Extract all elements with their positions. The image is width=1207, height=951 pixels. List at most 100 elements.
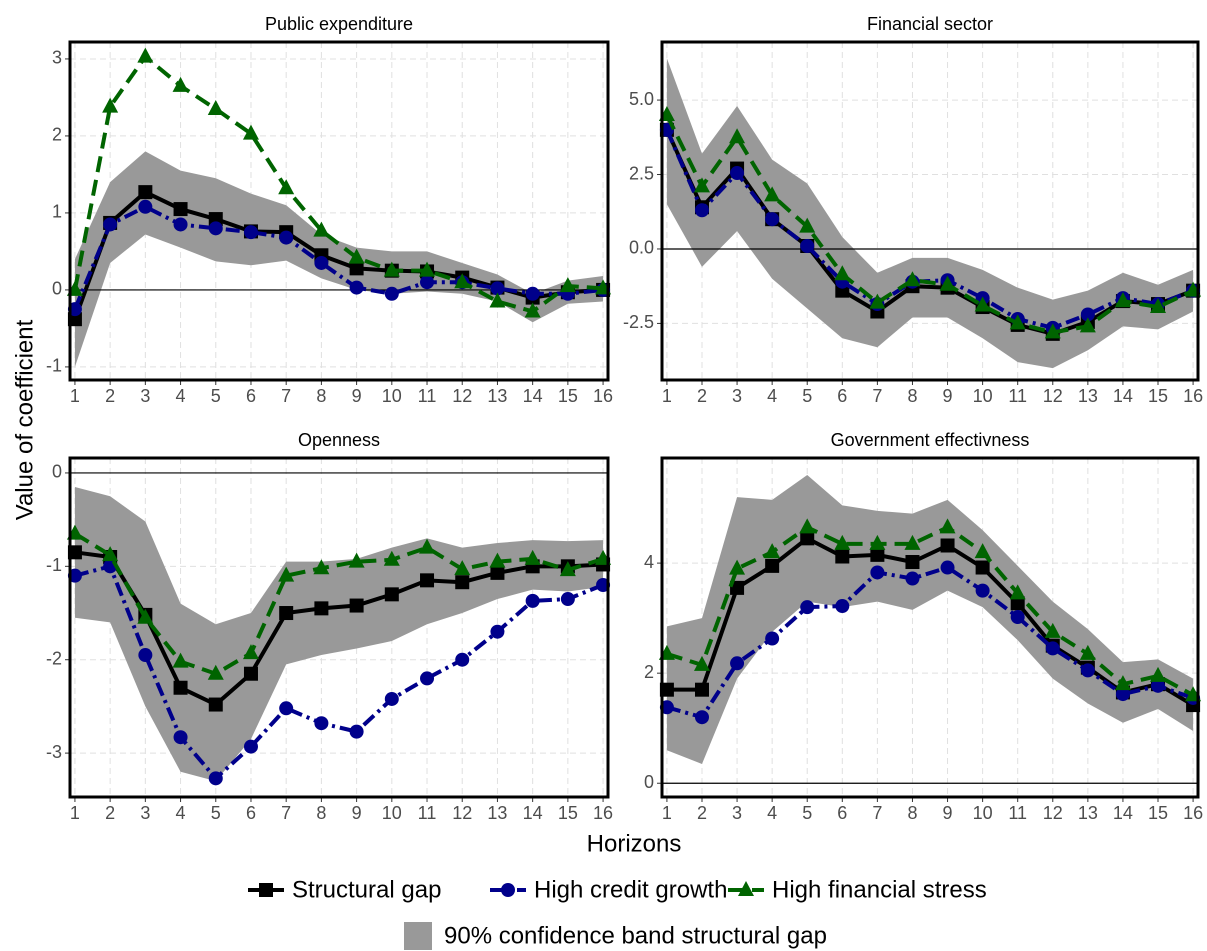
x-tick-label: 1 (70, 386, 80, 406)
x-tick-label: 8 (907, 386, 917, 406)
x-tick-label: 11 (1008, 386, 1027, 406)
x-tick-label: 3 (732, 386, 742, 406)
legend-label: 90% confidence band structural gap (444, 922, 827, 949)
marker (834, 534, 851, 550)
legend-marker (738, 881, 754, 896)
marker (208, 221, 223, 236)
marker (173, 730, 188, 745)
x-tick-label: 4 (767, 803, 777, 823)
legend-label: High financial stress (772, 876, 987, 903)
marker (1079, 644, 1096, 660)
x-tick-label: 11 (418, 386, 437, 406)
marker (243, 666, 258, 681)
x-tick-label: 12 (452, 386, 472, 406)
x-tick-label: 6 (246, 803, 256, 823)
marker (940, 560, 955, 575)
x-tick-label: 1 (70, 803, 80, 823)
marker (730, 166, 745, 181)
panel-title: Public expenditure (265, 14, 413, 34)
marker (975, 583, 990, 598)
marker (455, 652, 470, 667)
x-tick-label: 7 (281, 803, 291, 823)
x-tick-label: 4 (176, 386, 186, 406)
x-axis-title: Horizons (587, 830, 682, 857)
panel-title: Financial sector (867, 14, 993, 34)
x-tick-label: 8 (316, 803, 326, 823)
marker (1010, 610, 1025, 625)
marker (1114, 292, 1131, 308)
x-tick-label: 14 (1113, 803, 1133, 823)
x-tick-label: 5 (211, 803, 221, 823)
marker (279, 701, 294, 716)
marker (489, 552, 506, 568)
marker (764, 186, 781, 202)
marker (1080, 307, 1095, 322)
confidence-band (666, 58, 1194, 369)
marker (383, 261, 400, 277)
x-tick-label: 10 (973, 386, 993, 406)
y-tick-label: 1 (52, 202, 62, 222)
marker (729, 128, 746, 144)
marker (137, 608, 154, 624)
x-tick-label: 14 (523, 386, 543, 406)
series-line (665, 114, 1194, 335)
marker (173, 680, 188, 695)
y-tick-label: -2.5 (623, 312, 654, 332)
y-tick-label: -3 (46, 742, 62, 762)
x-tick-label: 8 (907, 803, 917, 823)
x-tick-label: 7 (872, 803, 882, 823)
x-tick-label: 2 (697, 803, 707, 823)
panel-title: Openness (298, 430, 380, 450)
marker (800, 531, 815, 546)
marker (454, 273, 471, 289)
marker (349, 261, 364, 276)
marker (279, 606, 294, 621)
marker (800, 600, 815, 615)
marker (103, 217, 118, 232)
confidence-band (666, 475, 1194, 764)
marker (349, 280, 364, 295)
marker (765, 558, 780, 573)
x-tick-label: 15 (558, 386, 578, 406)
x-tick-label: 6 (246, 386, 256, 406)
marker (314, 601, 329, 616)
x-tick-label: 12 (1043, 386, 1063, 406)
x-tick-label: 6 (837, 803, 847, 823)
marker (693, 655, 710, 671)
legend-marker (501, 883, 515, 897)
marker (694, 710, 709, 725)
x-tick-label: 6 (837, 386, 847, 406)
x-tick-label: 8 (316, 386, 326, 406)
marker (102, 97, 119, 113)
x-tick-label: 10 (382, 803, 402, 823)
marker (313, 559, 330, 575)
x-tick-label: 15 (558, 803, 578, 823)
marker (314, 716, 329, 731)
x-tick-label: 11 (418, 803, 437, 823)
marker (1080, 663, 1095, 678)
x-tick-label: 14 (1113, 386, 1133, 406)
marker (490, 624, 505, 639)
marker (870, 565, 885, 580)
marker (208, 697, 223, 712)
marker (1115, 687, 1130, 702)
legend-marker (259, 883, 273, 897)
y-tick-label: 3 (52, 48, 62, 68)
x-tick-label: 15 (1148, 803, 1168, 823)
marker (799, 217, 816, 233)
marker (349, 724, 364, 739)
marker (694, 682, 709, 697)
x-tick-label: 12 (1043, 803, 1063, 823)
marker (1150, 298, 1167, 314)
legend-label: High credit growth (534, 876, 727, 903)
marker (525, 286, 540, 301)
marker (383, 550, 400, 566)
marker (348, 552, 365, 568)
x-tick-label: 10 (382, 386, 402, 406)
marker (1079, 317, 1096, 333)
marker (138, 199, 153, 214)
marker (834, 265, 851, 281)
series-line (72, 53, 604, 314)
marker (524, 302, 541, 318)
marker (243, 225, 258, 240)
